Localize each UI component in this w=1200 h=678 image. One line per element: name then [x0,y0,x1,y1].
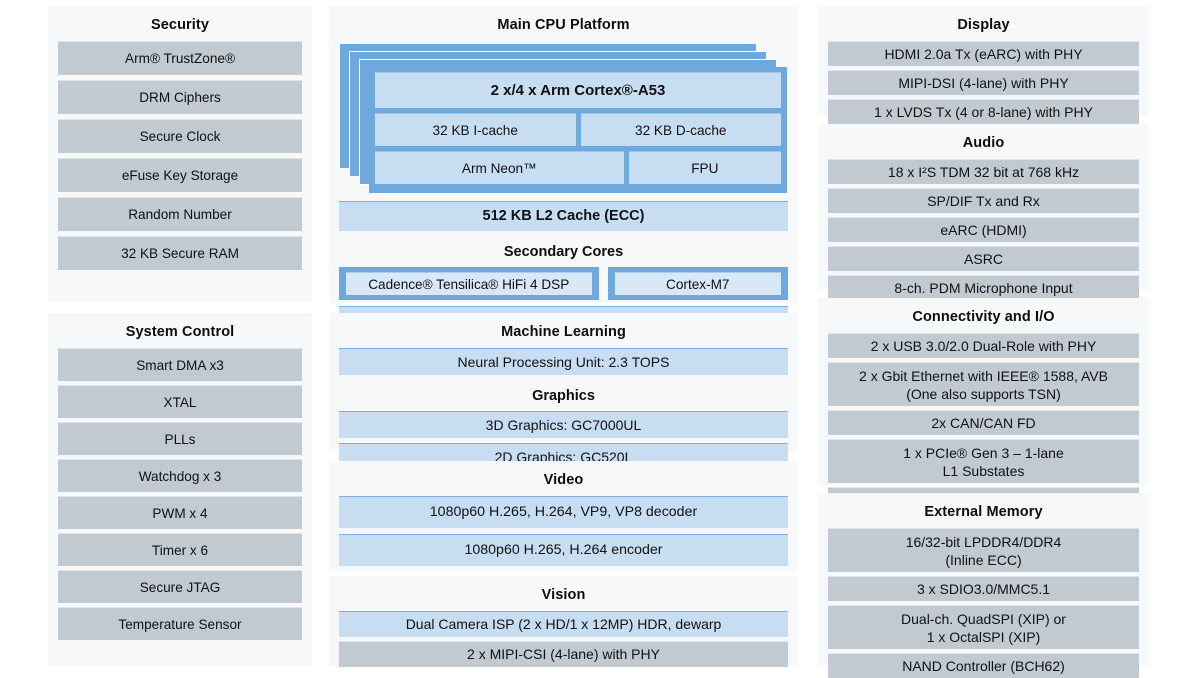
block-nand-controller: NAND Controller (BCH62) [828,653,1139,678]
block-arm-trustzone: Arm® TrustZone® [58,41,302,75]
secondary-cores-row: Cadence® Tensilica® HiFi 4 DSP Cortex-M7 [339,267,788,300]
panel-title-vision: Vision [541,587,586,603]
block-cortex-m7: Cortex-M7 [607,267,788,300]
panel-external-memory: External Memory 16/32-bit LPDDR4/DDR4 (I… [818,493,1149,678]
block-xtal: XTAL [58,385,302,418]
block-quadspi-octalspi: Dual-ch. QuadSPI (XIP) or 1 x OctalSPI (… [828,605,1139,649]
block-timer: Timer x 6 [58,533,302,566]
subtitle-secondary-cores: Secondary Cores [503,244,624,260]
block-can-fd: 2x CAN/CAN FD [828,410,1139,435]
panel-title-connectivity-io: Connectivity and I/O [912,309,1055,325]
block-pwm: PWM x 4 [58,496,302,529]
block-npu: Neural Processing Unit: 2.3 TOPS [339,348,788,375]
block-arm-neon: Arm Neon™ [375,151,624,184]
block-fpu: FPU [628,151,781,184]
block-efuse-key-storage: eFuse Key Storage [58,158,302,192]
panel-title-video: Video [543,472,584,488]
block-mipi-csi: 2 x MIPI-CSI (4-lane) with PHY [339,641,788,667]
block-sdio-mmc: 3 x SDIO3.0/MMC5.1 [828,576,1139,601]
cpu-core-stack: 2 x/4 x Arm Cortex®-A53 32 KB I-cache 32… [339,43,788,195]
block-i2s-tdm: 18 x I²S TDM 32 bit at 768 kHz [828,159,1139,184]
panel-title-machine-learning: Machine Learning [501,324,626,340]
block-d-cache: 32 KB D-cache [580,113,781,146]
block-random-number: Random Number [58,197,302,231]
block-i-cache: 32 KB I-cache [375,113,576,146]
block-video-encoder: 1080p60 H.265, H.264 encoder [339,534,788,566]
block-gbit-ethernet: 2 x Gbit Ethernet with IEEE® 1588, AVB (… [828,362,1139,406]
block-secure-ram: 32 KB Secure RAM [58,236,302,270]
panel-title-main-cpu-platform: Main CPU Platform [497,17,630,33]
block-hdmi-tx: HDMI 2.0a Tx (eARC) with PHY [828,41,1139,66]
block-asrc: ASRC [828,246,1139,271]
block-dual-camera-isp: Dual Camera ISP (2 x HD/1 x 12MP) HDR, d… [339,611,788,637]
panel-title-security: Security [150,17,210,33]
block-lpddr4-ddr4: 16/32-bit LPDDR4/DDR4 (Inline ECC) [828,528,1139,572]
panel-connectivity-io: Connectivity and I/O 2 x USB 3.0/2.0 Dua… [818,298,1149,512]
panel-video: Video 1080p60 H.265, H.264, VP9, VP8 dec… [329,461,798,571]
block-plls: PLLs [58,422,302,455]
panel-display: Display HDMI 2.0a Tx (eARC) with PHY MIP… [818,6,1149,124]
block-cortex-a53: 2 x/4 x Arm Cortex®-A53 [375,72,781,108]
block-3d-graphics: 3D Graphics: GC7000UL [339,411,788,438]
block-pdm-microphone: 8-ch. PDM Microphone Input [828,275,1139,300]
cpu-core-stack-layer-front: 2 x/4 x Arm Cortex®-A53 32 KB I-cache 32… [369,67,787,193]
panel-title-display: Display [957,17,1010,33]
subtitle-graphics: Graphics [532,388,595,404]
block-temperature-sensor: Temperature Sensor [58,607,302,640]
block-secure-jtag: Secure JTAG [58,570,302,603]
block-mipi-dsi: MIPI-DSI (4-lane) with PHY [828,70,1139,95]
block-usb: 2 x USB 3.0/2.0 Dual-Role with PHY [828,333,1139,358]
block-watchdog: Watchdog x 3 [58,459,302,492]
panel-machine-learning: Machine Learning Neural Processing Unit:… [329,313,798,470]
block-video-decoder: 1080p60 H.265, H.264, VP9, VP8 decoder [339,496,788,528]
panel-title-external-memory: External Memory [924,504,1043,520]
panel-vision: Vision Dual Camera ISP (2 x HD/1 x 12MP)… [329,576,798,667]
block-smart-dma: Smart DMA x3 [58,348,302,381]
block-lvds-tx: 1 x LVDS Tx (4 or 8-lane) with PHY [828,99,1139,124]
block-hifi4-dsp: Cadence® Tensilica® HiFi 4 DSP [339,267,599,300]
panel-audio: Audio 18 x I²S TDM 32 bit at 768 kHz SP/… [818,124,1149,300]
block-secure-clock: Secure Clock [58,119,302,153]
block-spdif: SP/DIF Tx and Rx [828,188,1139,213]
block-drm-ciphers: DRM Ciphers [58,80,302,114]
block-l2-cache: 512 KB L2 Cache (ECC) [339,201,788,231]
block-pcie: 1 x PCIe® Gen 3 – 1-lane L1 Substates [828,439,1139,483]
panel-system-control: System Control Smart DMA x3 XTAL PLLs Wa… [48,313,312,666]
panel-title-system-control: System Control [125,324,235,340]
panel-title-audio: Audio [962,135,1005,151]
panel-security: Security Arm® TrustZone® DRM Ciphers Sec… [48,6,312,302]
panel-main-cpu-platform: Main CPU Platform 2 x/4 x Arm Cortex®-A5… [329,6,798,336]
block-earc-hdmi: eARC (HDMI) [828,217,1139,242]
